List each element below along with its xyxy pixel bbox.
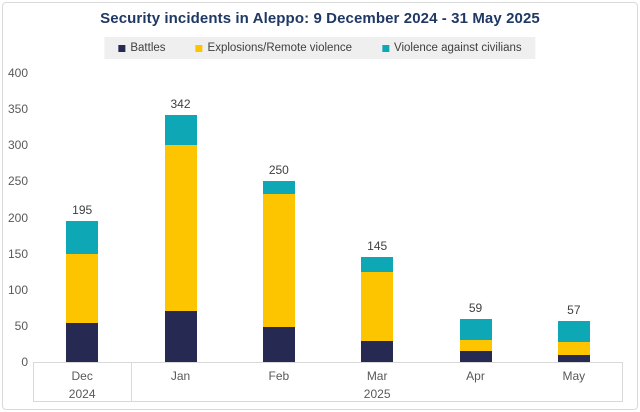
bar-segment-feb-explosions [262,194,295,328]
y-axis-tick-label: 150 [7,246,28,261]
x-axis-year-2024: 2024 [68,387,96,401]
bar-segment-mar-battles [361,341,394,362]
bar-segment-feb-violence [262,181,295,195]
x-axis-month-may: May [562,369,586,383]
bar-segment-may-violence [557,320,590,343]
x-axis-year-2025: 2025 [363,387,391,401]
y-axis-tick-label: 100 [7,282,28,297]
x-axis-month-feb: Feb [268,369,290,383]
bar-segment-jan-violence [164,114,197,146]
y-axis-tick-label: 350 [7,102,28,117]
legend-swatch-icon [118,44,126,52]
bar-total-label-jan: 342 [170,96,191,111]
y-axis-tick-label: 50 [14,318,28,333]
bar-total-label-mar: 145 [367,239,388,254]
legend-swatch-icon [195,44,203,52]
bar-segment-mar-explosions [361,272,394,342]
legend-item-explosions: Explosions/Remote violence [195,42,352,54]
chart-title: Security incidents in Aleppo: 9 December… [100,10,540,27]
bar-segment-may-battles [557,354,590,362]
bar-segment-apr-violence [459,319,492,340]
legend-swatch-icon [382,44,389,52]
legend-label: Explosions/Remote violence [207,42,352,54]
bar-segment-apr-explosions [459,339,492,352]
x-axis-month-mar: Mar [366,369,388,383]
y-axis-tick-label: 250 [7,174,28,189]
legend-item-violence: Violence against civilians [382,42,522,54]
bar-total-label-may: 57 [567,302,581,317]
y-axis-tick-label: 200 [7,210,28,225]
year-group-divider [131,362,133,402]
bar-total-label-apr: 59 [468,301,483,316]
bar-segment-dec-explosions [66,253,99,323]
legend-item-battles: Battles [118,42,166,54]
bar-segment-jan-explosions [164,145,197,312]
legend: Battles Explosions/Remote violence Violenc… [104,37,536,59]
bar-segment-may-explosions [557,342,590,355]
bar-total-label-dec: 195 [72,203,93,218]
bar-segment-apr-battles [459,351,492,362]
legend-label: Violence against civilians [394,42,522,54]
bar-segment-mar-violence [361,257,394,273]
x-axis-month-apr: Apr [466,369,485,383]
bar-segment-dec-violence [66,221,99,254]
bar-total-label-feb: 250 [268,163,289,178]
bar-segment-feb-battles [262,327,295,362]
y-axis-tick-label: 0 [21,355,28,369]
bar-segment-dec-battles [66,322,99,362]
y-axis-tick-label: 300 [7,138,28,153]
bar-segment-jan-battles [164,311,197,362]
legend-label: Battles [130,42,166,54]
x-axis-month-jan: Jan [170,369,191,383]
y-axis-tick-label: 400 [7,66,28,80]
x-axis-month-dec: Dec [71,369,93,383]
